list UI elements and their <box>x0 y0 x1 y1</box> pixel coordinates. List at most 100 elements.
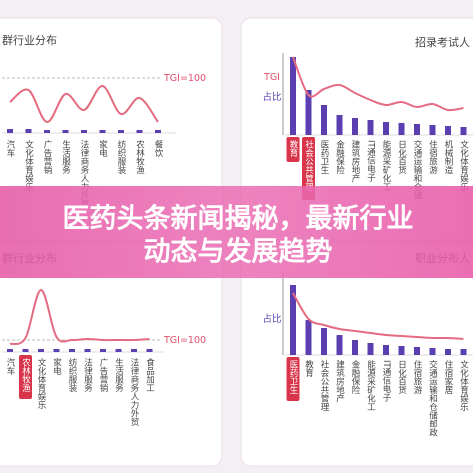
bar <box>62 130 69 133</box>
bar <box>131 349 137 352</box>
category-label: IT通信电子 <box>366 140 376 182</box>
bar <box>25 129 32 133</box>
category-label: 食品加工 <box>145 357 155 392</box>
category-label: 农林牧渔 <box>135 139 145 174</box>
bar <box>118 130 124 133</box>
category-label: 能源采矿化工 <box>366 359 376 411</box>
category-label: 社会公共管理 <box>304 139 314 191</box>
bar <box>305 90 312 135</box>
bar <box>398 346 405 355</box>
category-label: 建筑房地产 <box>350 139 360 183</box>
category-label: 社会公共管理 <box>319 359 329 411</box>
category-label: 广告营销 <box>42 139 52 175</box>
category-label: 文化体育娱乐 <box>459 359 469 411</box>
bar <box>69 349 75 352</box>
panel-title: 群行业分布 <box>2 33 57 47</box>
category-label: 广告营销 <box>98 357 108 393</box>
bar <box>336 115 343 135</box>
bar <box>115 349 122 352</box>
category-label: 文化体育娱乐 <box>459 139 469 191</box>
category-label: 能源采矿化工 <box>381 139 391 191</box>
bar <box>336 335 343 355</box>
tgi-line <box>292 56 464 112</box>
category-label: 住宿旅游 <box>412 359 422 395</box>
panel: 职业分布人占比医药卫生教育社会公共管理建筑房地产金融保险能源采矿化工IT通信电子… <box>240 243 473 467</box>
bar <box>460 349 467 355</box>
bar <box>7 129 13 133</box>
bar <box>429 125 436 135</box>
bar <box>352 340 358 355</box>
banner-line: 医药头条新闻揭秘，最新行业 <box>63 203 414 235</box>
banner-line: 动态与发展趋势 <box>144 236 333 268</box>
banner-band <box>0 186 473 278</box>
category-label: 医药卫生 <box>319 140 329 174</box>
category-label: 纺织服装 <box>67 357 77 393</box>
bar <box>290 57 296 135</box>
bar <box>383 345 389 355</box>
legend-label: 占比 <box>262 313 281 325</box>
bar <box>155 130 161 133</box>
highlight-box <box>286 137 300 162</box>
bar <box>414 124 420 135</box>
category-label: 住宿家居 <box>443 359 453 395</box>
bar <box>414 347 420 355</box>
bar <box>81 130 87 133</box>
category-label: 家电 <box>98 139 108 157</box>
category-label: 医药卫生 <box>288 360 298 394</box>
category-label: 文化体育娱乐 <box>24 139 34 191</box>
category-label: 生活服务 <box>114 357 124 393</box>
category-label: IT通信电子 <box>381 360 391 402</box>
legend-label: 占比 <box>262 91 281 103</box>
bar <box>305 320 312 355</box>
bar <box>100 349 106 352</box>
bar <box>367 343 374 355</box>
tgi-line <box>9 288 150 346</box>
bar <box>321 328 327 355</box>
bar <box>44 130 50 133</box>
bar <box>7 349 13 352</box>
bar <box>445 126 451 135</box>
bar <box>398 123 405 135</box>
category-label: 日化百货 <box>397 360 407 395</box>
category-label: 法律商务人力外贸 <box>129 357 139 427</box>
category-label: 交通运输和仓储邮政 <box>428 359 438 437</box>
category-label: 纺织服装 <box>116 139 126 175</box>
bar <box>321 105 327 135</box>
category-label: 教育 <box>288 139 298 158</box>
category-label: 生活服务 <box>61 139 71 175</box>
highlight-box <box>19 355 32 399</box>
category-label: 住宿旅游 <box>428 139 438 175</box>
reference-label: TGI=100 <box>163 335 206 346</box>
bar <box>136 130 143 133</box>
category-label: 文化体育娱乐 <box>36 357 46 409</box>
category-label: 机械制造 <box>443 139 453 175</box>
bar <box>352 118 358 135</box>
category-label: 金融保险 <box>350 359 360 395</box>
category-label: 交通运输和仓储 <box>412 139 422 200</box>
legend-label: TGI <box>263 72 280 83</box>
bar <box>460 127 467 135</box>
bar <box>445 349 451 355</box>
bar <box>84 349 91 352</box>
bar <box>22 349 29 352</box>
tgi-line <box>9 85 159 123</box>
bar <box>290 285 296 355</box>
category-label: 家电 <box>52 357 62 375</box>
panel-title: 招录考试人 <box>415 35 470 49</box>
highlight-box <box>286 357 300 401</box>
tgi-line <box>292 292 464 340</box>
category-label: 法律商务人力外贸 <box>79 139 89 209</box>
category-label: 金融保险 <box>335 139 345 175</box>
category-label: 建筑房地产 <box>335 359 345 403</box>
category-label: 农林牧渔 <box>21 357 31 392</box>
reference-label: TGI=100 <box>163 73 206 84</box>
category-label: 汽车 <box>5 357 15 376</box>
category-label: 汽车 <box>5 139 15 158</box>
category-label: 教育 <box>304 359 314 378</box>
bar <box>99 130 106 133</box>
category-label: 餐饮 <box>153 140 163 158</box>
bar <box>38 349 44 352</box>
